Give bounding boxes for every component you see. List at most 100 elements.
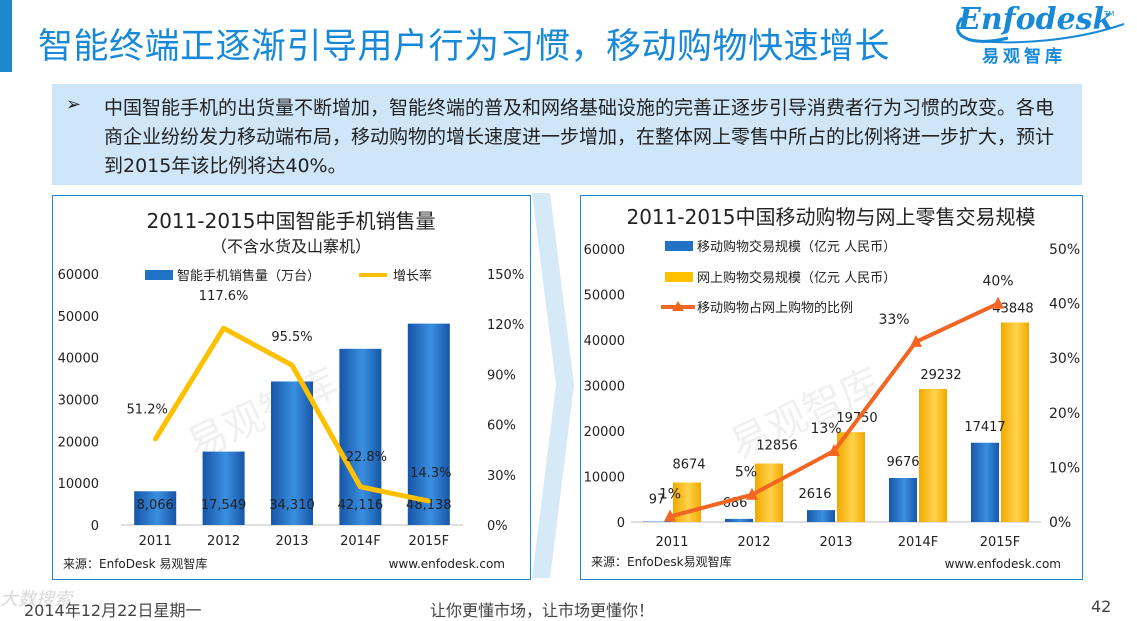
- bar-value-label: 42,116: [338, 498, 384, 513]
- y-tick-label: 0: [617, 516, 625, 531]
- legend-label-growth: 增长率: [393, 268, 432, 284]
- bar-mobile: [971, 442, 999, 522]
- ratio-point: [664, 509, 676, 522]
- bar-sales: [271, 381, 313, 525]
- y-tick-label: 50000: [58, 310, 99, 325]
- bar-online: [919, 388, 947, 522]
- x-tick-label: 2015F: [980, 535, 1021, 550]
- smartphone-sales-chart-panel: 2011-2015中国智能手机销售量 （不含水货及山寨机） 易观智库 8,066…: [52, 195, 531, 580]
- y2-tick-label: 120%: [487, 318, 524, 333]
- bar-value-label: 97: [649, 493, 666, 508]
- legend-swatch-online: [665, 272, 693, 282]
- footer-slogan: 让你更懂市场，让市场更懂你！: [430, 601, 655, 620]
- y-tick-label: 40000: [58, 352, 99, 367]
- legend-label-ratio: 移动购物占网上购物的比例: [697, 300, 853, 316]
- y2-tick-label: 40%: [1049, 297, 1080, 313]
- bar-mobile: [725, 518, 753, 522]
- growth-label: 95.5%: [271, 330, 312, 345]
- y-tick-label: 60000: [58, 268, 99, 283]
- y2-tick-label: 50%: [1049, 242, 1080, 258]
- mobile-shopping-chart: 2011-2015中国移动购物与网上零售交易规模 易观智库 9786746861…: [584, 205, 1080, 571]
- enfodesk-logo: Enfodesk TM 易观智库: [948, 2, 1128, 70]
- growth-point: [290, 363, 294, 368]
- y-tick-label: 40000: [584, 334, 625, 349]
- y-tick-label: 30000: [584, 380, 625, 395]
- y-tick-label: 0: [91, 519, 99, 534]
- ratio-label: 13%: [810, 421, 841, 437]
- chart-source: 来源：EnfoDesk 易观智库: [63, 556, 207, 571]
- title-accent-bar: [0, 0, 12, 72]
- growth-label: 14.3%: [410, 466, 451, 481]
- y2-tick-label: 10%: [1049, 460, 1080, 476]
- y2-tick-label: 0%: [487, 519, 508, 534]
- y-tick-label: 50000: [584, 289, 625, 304]
- logo-chinese-name: 易观智库: [982, 47, 1066, 67]
- ratio-point: [910, 334, 922, 347]
- bar-mobile: [807, 510, 835, 522]
- x-tick-label: 2012: [737, 535, 770, 550]
- y2-tick-label: 0%: [1049, 515, 1071, 531]
- y-tick-label: 20000: [584, 425, 625, 440]
- ratio-label: 40%: [982, 274, 1013, 290]
- ratio-label: 1%: [659, 487, 681, 503]
- chart-legend: 智能手机销售量（万台） 增长率: [145, 268, 432, 284]
- x-tick-label: 2014F: [340, 534, 381, 549]
- y-tick-label: 10000: [584, 471, 625, 486]
- chevron-arrow-icon: [532, 193, 574, 578]
- bar-value-label: 2616: [798, 487, 831, 502]
- footer-date: 2014年12月22日星期一: [24, 601, 202, 620]
- y2-tick-label: 20%: [1049, 406, 1080, 422]
- growth-label: 22.8%: [346, 450, 387, 465]
- bar-value-label: 8,066: [137, 498, 174, 513]
- bar-mobile: [889, 477, 917, 522]
- y-tick-label: 10000: [58, 477, 99, 492]
- ratio-point: [746, 487, 758, 500]
- growth-point: [358, 484, 363, 489]
- legend-swatch-mobile: [665, 241, 693, 251]
- x-tick-label: 2014F: [898, 535, 939, 550]
- x-tick-label: 2013: [275, 534, 308, 549]
- page-number: 42: [1091, 597, 1112, 616]
- legend-label-sales: 智能手机销售量（万台）: [177, 268, 320, 284]
- triangle-marker-icon: [672, 301, 684, 311]
- bar-value-label: 9676: [886, 455, 919, 470]
- ratio-label: 5%: [735, 465, 757, 481]
- bar-sales: [202, 451, 245, 525]
- chart-source: 来源：EnfoDesk易观智库: [591, 554, 732, 569]
- ratio-point: [992, 296, 1004, 309]
- x-tick-label: 2011: [139, 534, 172, 549]
- y2-tick-label: 30%: [1049, 351, 1080, 367]
- summary-box: ➢ 中国智能手机的出货量不断增加，智能终端的普及和网络基础设施的完善正逐步引导消…: [52, 84, 1082, 185]
- summary-text: 中国智能手机的出货量不断增加，智能终端的普及和网络基础设施的完善正逐步引导消费者…: [104, 97, 1055, 177]
- chart-subtitle: （不含水货及山寨机）: [211, 237, 371, 256]
- x-tick-label: 2012: [207, 534, 240, 549]
- bar-value-label: 8674: [672, 458, 705, 473]
- mobile-shopping-chart-panel: 2011-2015中国移动购物与网上零售交易规模 易观智库 97 8674 686 1…: [580, 195, 1083, 580]
- bar-value-label: 29232: [920, 368, 961, 383]
- y2-tick-label: 60%: [487, 419, 516, 434]
- y-tick-label: 60000: [584, 243, 625, 258]
- y2-tick-label: 30%: [487, 469, 516, 484]
- logo-wordmark: Enfodesk: [958, 2, 1114, 37]
- chart-title: 2011-2015中国移动购物与网上零售交易规模: [626, 205, 1035, 229]
- bar-value-label: 43848: [992, 301, 1033, 316]
- bar-value-label: 17417: [964, 420, 1005, 435]
- ratio-point: [828, 444, 840, 457]
- bar-online: [1001, 322, 1029, 522]
- growth-label: 117.6%: [199, 289, 249, 304]
- chart-site: www.enfodesk.com: [389, 557, 505, 571]
- bar-sales: [339, 348, 382, 525]
- bar-sales: [134, 491, 177, 525]
- bar-value-label: 48,138: [406, 498, 452, 513]
- legend-swatch-bar: [145, 270, 173, 280]
- chart-legend: 移动购物交易规模（亿元 人民币） 网上购物交易规模（亿元 人民币） 移动购物占网…: [661, 239, 896, 316]
- bar-value-label: 12856: [756, 439, 797, 454]
- legend-label-mobile: 移动购物交易规模（亿元 人民币）: [697, 239, 896, 255]
- logo-swoosh-icon: [956, 17, 1125, 44]
- y2-tick-label: 90%: [487, 368, 516, 383]
- y2-tick-label: 150%: [487, 268, 524, 283]
- growth-point: [221, 326, 226, 331]
- chart-site: www.enfodesk.com: [945, 557, 1061, 571]
- bar-online: [837, 432, 865, 522]
- x-tick-label: 2015F: [409, 534, 450, 549]
